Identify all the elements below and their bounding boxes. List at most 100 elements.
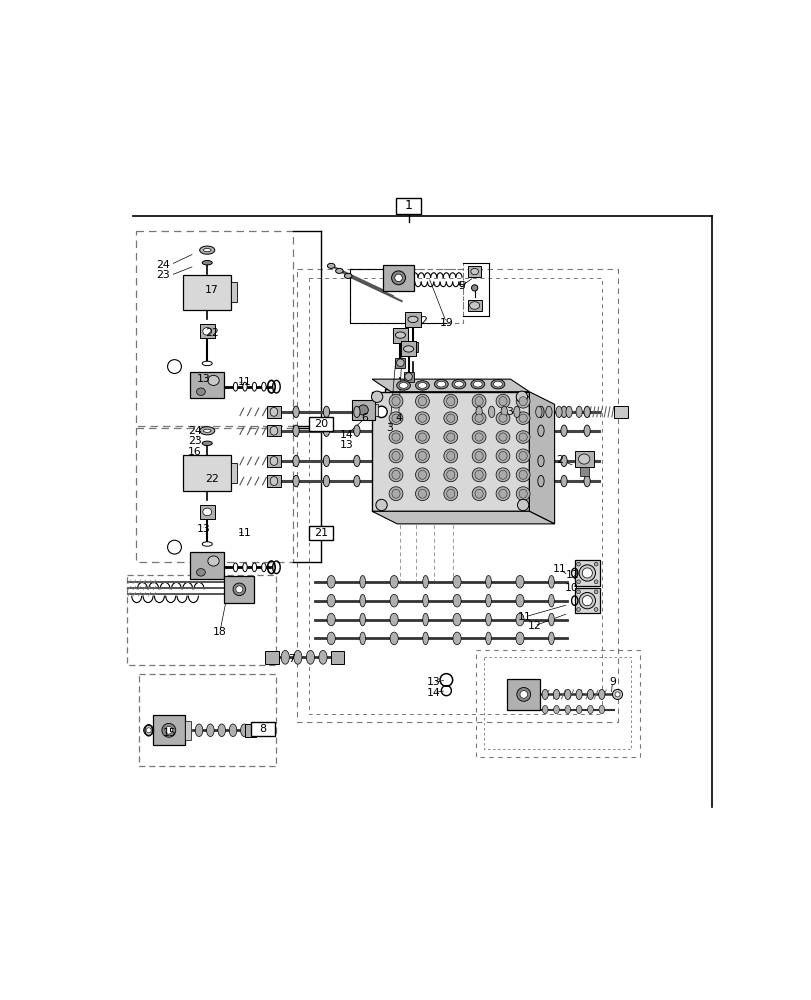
Ellipse shape: [564, 705, 570, 714]
Ellipse shape: [446, 433, 454, 441]
Ellipse shape: [358, 405, 368, 415]
Ellipse shape: [516, 468, 530, 482]
Ellipse shape: [196, 388, 205, 396]
Ellipse shape: [202, 441, 212, 446]
Ellipse shape: [392, 414, 400, 422]
Ellipse shape: [293, 425, 298, 436]
Ellipse shape: [203, 508, 212, 516]
Ellipse shape: [389, 575, 397, 588]
Ellipse shape: [395, 332, 405, 338]
Text: 3: 3: [386, 423, 393, 433]
Ellipse shape: [371, 391, 382, 402]
Ellipse shape: [446, 489, 454, 498]
Ellipse shape: [359, 632, 365, 645]
Text: 11: 11: [552, 564, 566, 574]
Ellipse shape: [578, 565, 594, 581]
Ellipse shape: [496, 394, 509, 408]
Ellipse shape: [498, 489, 506, 498]
Ellipse shape: [359, 575, 365, 588]
Ellipse shape: [560, 425, 566, 436]
Ellipse shape: [204, 429, 211, 432]
Ellipse shape: [444, 468, 457, 482]
Ellipse shape: [575, 689, 581, 699]
Ellipse shape: [399, 383, 407, 388]
Ellipse shape: [576, 580, 580, 584]
Text: 8: 8: [260, 724, 267, 734]
Ellipse shape: [294, 650, 302, 664]
Ellipse shape: [583, 475, 590, 487]
Ellipse shape: [293, 455, 298, 467]
Text: 18: 18: [212, 627, 226, 637]
Text: 2: 2: [556, 455, 562, 465]
Ellipse shape: [261, 563, 266, 572]
Ellipse shape: [235, 586, 242, 593]
Ellipse shape: [354, 455, 359, 467]
Ellipse shape: [344, 273, 351, 278]
Ellipse shape: [564, 689, 570, 699]
Ellipse shape: [388, 412, 402, 424]
Text: 12: 12: [527, 621, 541, 631]
Ellipse shape: [146, 728, 151, 733]
Ellipse shape: [474, 489, 483, 498]
Ellipse shape: [208, 375, 219, 385]
Ellipse shape: [474, 451, 483, 460]
Ellipse shape: [323, 455, 329, 467]
Ellipse shape: [498, 470, 506, 479]
Ellipse shape: [548, 594, 554, 607]
Ellipse shape: [537, 406, 543, 418]
Ellipse shape: [518, 433, 526, 441]
Ellipse shape: [513, 406, 519, 418]
Text: 19: 19: [439, 318, 453, 328]
Ellipse shape: [548, 575, 554, 588]
Ellipse shape: [578, 592, 594, 609]
Text: 11: 11: [238, 528, 251, 538]
Ellipse shape: [446, 470, 454, 479]
Ellipse shape: [581, 568, 592, 578]
Ellipse shape: [396, 381, 410, 390]
Ellipse shape: [418, 470, 426, 479]
Ellipse shape: [388, 431, 402, 443]
FancyBboxPatch shape: [374, 404, 378, 416]
Ellipse shape: [560, 455, 566, 467]
Ellipse shape: [281, 650, 289, 664]
Ellipse shape: [560, 475, 566, 487]
Text: 20: 20: [314, 419, 328, 429]
Ellipse shape: [475, 406, 482, 418]
Text: 12: 12: [564, 570, 578, 580]
Ellipse shape: [575, 406, 581, 418]
Text: 13: 13: [196, 524, 210, 534]
Ellipse shape: [415, 487, 429, 501]
Ellipse shape: [516, 391, 527, 402]
Ellipse shape: [233, 563, 238, 572]
Ellipse shape: [488, 406, 494, 418]
Ellipse shape: [474, 414, 483, 422]
Text: 4: 4: [395, 413, 401, 423]
Ellipse shape: [453, 594, 461, 607]
FancyBboxPatch shape: [183, 455, 230, 491]
Ellipse shape: [446, 397, 454, 406]
Text: 16: 16: [187, 447, 201, 457]
Ellipse shape: [471, 468, 486, 482]
Ellipse shape: [471, 449, 486, 463]
Ellipse shape: [252, 382, 256, 391]
Ellipse shape: [498, 451, 506, 460]
FancyBboxPatch shape: [245, 724, 256, 737]
Ellipse shape: [323, 425, 329, 436]
Text: 21: 21: [314, 528, 328, 538]
FancyBboxPatch shape: [393, 328, 407, 343]
Ellipse shape: [444, 431, 457, 443]
Ellipse shape: [581, 596, 592, 606]
Ellipse shape: [327, 594, 335, 607]
Ellipse shape: [208, 556, 219, 566]
Ellipse shape: [392, 489, 400, 498]
Ellipse shape: [423, 575, 428, 588]
Ellipse shape: [474, 397, 483, 406]
Ellipse shape: [471, 285, 477, 291]
Ellipse shape: [516, 394, 530, 408]
Text: 23: 23: [187, 436, 201, 446]
Ellipse shape: [415, 431, 429, 443]
Ellipse shape: [202, 361, 212, 366]
Text: 23: 23: [156, 270, 169, 280]
FancyBboxPatch shape: [507, 679, 539, 710]
Ellipse shape: [518, 489, 526, 498]
